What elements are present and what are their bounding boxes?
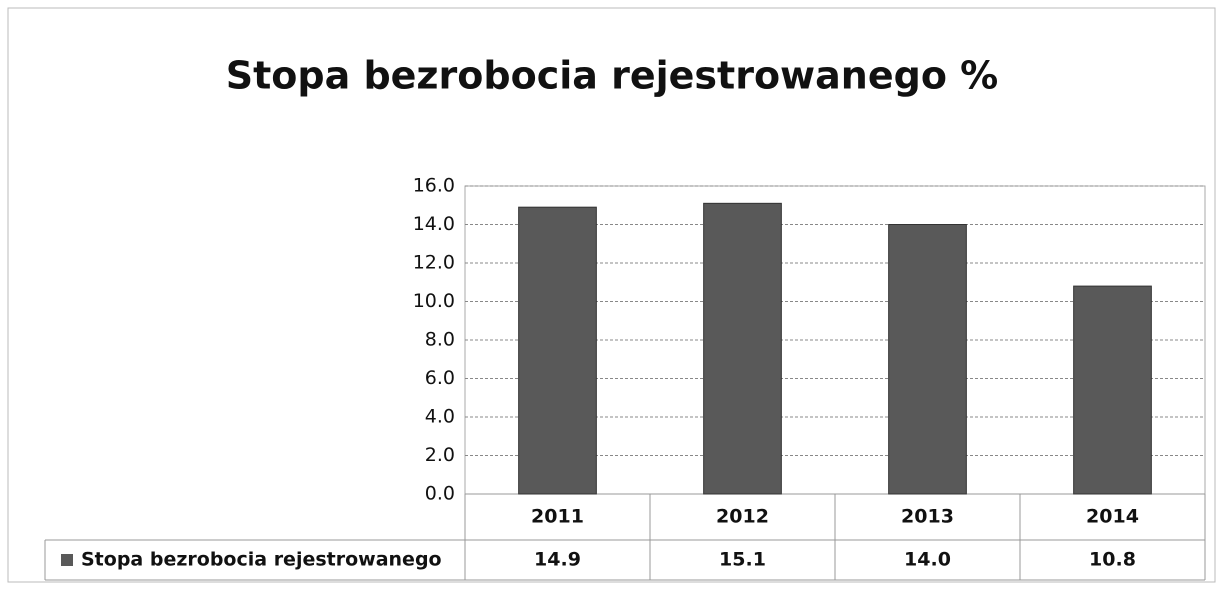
bar xyxy=(1073,285,1152,495)
legend-swatch xyxy=(61,554,73,566)
y-tick-label: 0.0 xyxy=(425,483,455,505)
y-tick-label: 14.0 xyxy=(413,213,455,235)
x-tick-label: 2014 xyxy=(1086,506,1139,528)
chart-title: Stopa bezrobocia rejestrowanego % xyxy=(226,54,999,98)
y-tick-label: 2.0 xyxy=(425,444,455,466)
table-value: 15.1 xyxy=(719,549,766,571)
x-tick-label: 2013 xyxy=(901,506,954,528)
bar xyxy=(703,202,782,495)
y-tick-label: 12.0 xyxy=(413,252,455,274)
y-tick-label: 4.0 xyxy=(425,406,455,428)
legend-label: Stopa bezrobocia rejestrowanego xyxy=(81,549,442,571)
bar xyxy=(518,206,597,495)
y-tick-label: 6.0 xyxy=(425,367,455,389)
table-value: 14.0 xyxy=(904,549,951,571)
x-tick-label: 2011 xyxy=(531,506,584,528)
chart-frame xyxy=(7,7,1216,583)
y-tick-label: 16.0 xyxy=(413,175,455,197)
x-tick-label: 2012 xyxy=(716,506,769,528)
bar xyxy=(888,224,967,495)
table-value: 14.9 xyxy=(534,549,581,571)
y-tick-label: 10.0 xyxy=(413,290,455,312)
y-tick-label: 8.0 xyxy=(425,329,455,351)
table-value: 10.8 xyxy=(1089,549,1136,571)
